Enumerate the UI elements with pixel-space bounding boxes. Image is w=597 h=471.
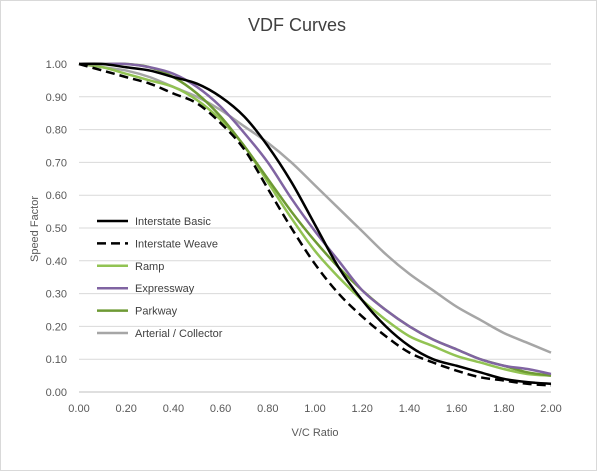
series-line-interstate-basic	[78, 62, 552, 386]
y-tick-labels: 0.00 0.10 0.20 0.30 0.40 0.50 0.60 0.70 0.80 0.90…	[46, 59, 67, 399]
y-tick-label: 0.50	[46, 223, 67, 235]
x-tick-label: 0.00	[68, 403, 89, 415]
series-lines	[78, 62, 552, 387]
legend-label: Parkway	[135, 306, 178, 318]
series-line-arterial-collector	[78, 62, 552, 354]
x-tick-label: 2.00	[540, 403, 561, 415]
x-tick-label: 0.80	[257, 403, 278, 415]
x-tick-label: 1.40	[399, 403, 420, 415]
legend-label: Ramp	[135, 261, 164, 273]
y-tick-label: 0.70	[46, 157, 67, 169]
y-tick-label: 0.30	[46, 289, 67, 301]
legend: Interstate Basic Interstate Weave Ramp Expr…	[97, 216, 223, 340]
y-tick-label: 0.80	[46, 125, 67, 137]
series-line-expressway	[78, 62, 552, 376]
legend-label: Interstate Weave	[135, 238, 218, 250]
y-tick-label: 1.00	[46, 59, 67, 71]
x-tick-label: 0.60	[210, 403, 231, 415]
y-axis-title: Speed Factor	[29, 196, 41, 262]
y-tick-label: 0.20	[46, 321, 67, 333]
x-tick-label: 1.60	[446, 403, 467, 415]
y-tick-label: 0.00	[46, 387, 67, 399]
legend-label: Arterial / Collector	[135, 328, 223, 340]
x-tick-label: 1.00	[304, 403, 325, 415]
x-tick-labels: 0.00 0.20 0.40 0.60 0.80 1.00 1.20 1.40 1.60 1.80…	[68, 403, 561, 415]
y-tick-label: 0.60	[46, 190, 67, 202]
x-tick-label: 1.80	[493, 403, 514, 415]
gridlines	[79, 63, 551, 393]
series-line-interstate-weave	[78, 62, 552, 387]
x-tick-label: 0.20	[115, 403, 136, 415]
y-tick-label: 0.10	[46, 354, 67, 366]
chart-title: VDF Curves	[248, 15, 346, 35]
x-tick-label: 0.40	[163, 403, 184, 415]
series-line-ramp	[78, 62, 552, 377]
legend-label: Expressway	[135, 283, 195, 295]
y-tick-label: 0.90	[46, 92, 67, 104]
x-axis-title: V/C Ratio	[291, 427, 338, 439]
x-tick-label: 1.20	[351, 403, 372, 415]
legend-label: Interstate Basic	[135, 216, 211, 228]
y-tick-label: 0.40	[46, 256, 67, 268]
